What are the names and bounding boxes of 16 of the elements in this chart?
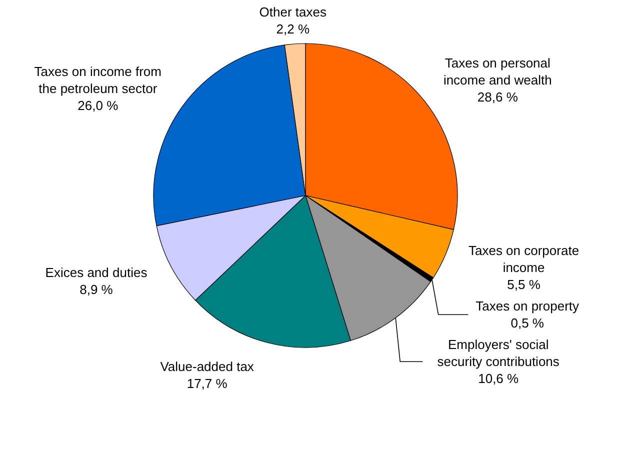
data-label: 8,9 % (80, 282, 114, 298)
data-label: 17,7 % (186, 376, 228, 391)
data-label: 0,5 % (510, 316, 544, 331)
slice-label: Employers' social security contributions (437, 337, 560, 370)
slice-label: Taxes on personal income and wealth (443, 56, 552, 88)
data-label: 26,0 % (78, 98, 119, 113)
slice-label: Taxes on corporate income (468, 243, 580, 276)
slice-label: Exices and duties (45, 265, 148, 280)
slice-label: Taxes on property (476, 298, 580, 314)
slice-label: Other taxes (259, 4, 327, 20)
slice-label: Taxes on income from the petroleum sector (34, 64, 162, 96)
data-label: 2,2 % (276, 21, 310, 36)
data-label: 5,5 % (507, 277, 541, 292)
data-label: 28,6 % (477, 90, 518, 105)
data-label: 10,6 % (478, 371, 520, 386)
slice-label: Value-added tax (160, 358, 254, 374)
